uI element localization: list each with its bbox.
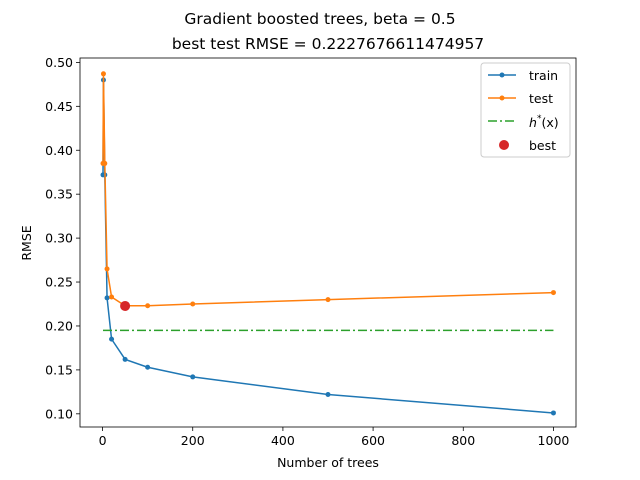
x-tick-label: 200 (181, 433, 205, 448)
series-train-point (550, 410, 556, 416)
y-tick-label: 0.40 (45, 143, 73, 158)
series-test-point (102, 160, 108, 166)
series-train-point (109, 336, 115, 342)
y-tick-label: 0.50 (45, 55, 73, 70)
series-train-point (122, 356, 128, 362)
legend-hstar-main: h (529, 115, 537, 130)
legend-hstar-label: h*(x) (529, 114, 559, 130)
x-tick-label: 400 (271, 433, 295, 448)
series-test-point (190, 301, 196, 307)
legend-train-marker (499, 72, 505, 78)
y-axis: 0.10 0.15 0.20 0.25 0.30 0.35 0.40 0.45 0.50 (45, 55, 80, 421)
legend-test-marker (499, 95, 505, 101)
series-test-line (102, 73, 554, 307)
x-tick-label: 800 (451, 433, 475, 448)
x-axis: 0 200 400 600 800 1000 (99, 427, 570, 448)
legend-test-label: test (529, 91, 553, 106)
legend-best-label: best (529, 138, 556, 153)
y-tick-label: 0.45 (45, 99, 73, 114)
y-tick-label: 0.25 (45, 275, 73, 290)
series-test-point (145, 303, 151, 309)
series-train-point (190, 374, 196, 380)
legend-frame (480, 62, 571, 158)
chart-subtitle: best test RMSE = 0.2227676611474957 (172, 35, 484, 53)
series-test-point (104, 266, 110, 272)
y-tick-label: 0.30 (45, 231, 73, 246)
chart-title: Gradient boosted trees, beta = 0.5 (184, 10, 455, 28)
series-train-point (145, 364, 151, 370)
series-test-point (550, 290, 556, 296)
y-tick-label: 0.20 (45, 318, 73, 333)
y-tick-label: 0.15 (45, 362, 73, 377)
axes-layer (79, 57, 577, 428)
y-tick-label: 0.10 (45, 406, 73, 421)
legend-hstar-sup: * (537, 114, 542, 124)
series-test-point (325, 297, 331, 303)
series-test-point (109, 294, 115, 300)
series-test-point (100, 71, 106, 77)
x-tick-label: 600 (361, 433, 385, 448)
legend-train-label: train (529, 68, 558, 83)
legend-best-marker (499, 140, 509, 150)
legend: train test h*(x) best (480, 62, 571, 158)
x-axis-label: Number of trees (277, 455, 379, 470)
series-train-point (325, 391, 331, 397)
y-tick-label: 0.35 (45, 187, 73, 202)
series-train-point (104, 295, 110, 301)
series-best-point (120, 300, 131, 311)
plot-frame (79, 57, 577, 428)
data-layer (100, 71, 556, 416)
legend-hstar-rest: (x) (541, 115, 558, 130)
x-tick-label: 1000 (538, 433, 570, 448)
y-axis-label: RMSE (19, 225, 34, 260)
x-tick-label: 0 (99, 433, 107, 448)
